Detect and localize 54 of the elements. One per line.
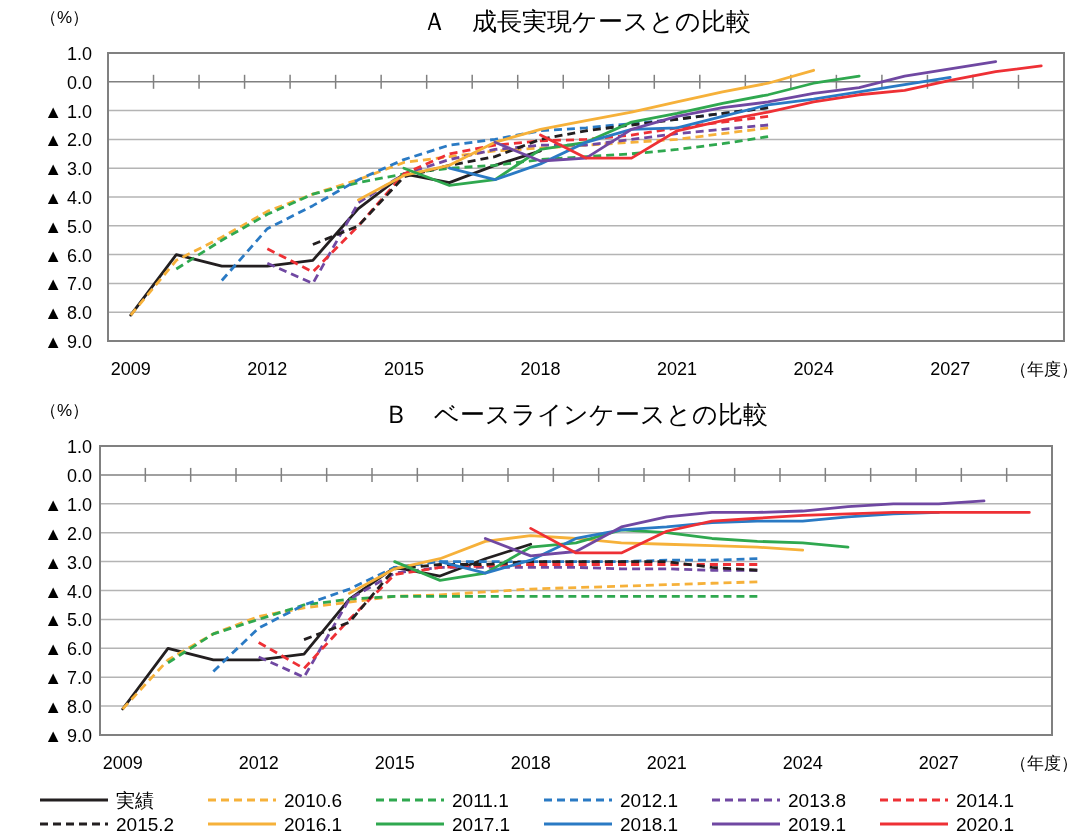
y-tick-label: ▲ 6.0	[44, 639, 92, 660]
legend-label: 2017.1	[452, 814, 511, 835]
legend-label: 2012.1	[620, 790, 679, 811]
legend-label: 2018.1	[620, 814, 679, 835]
x-tick-label: 2015	[383, 359, 424, 379]
y-tick-label: ▲ 3.0	[44, 552, 92, 573]
x-tick-label: 2021	[646, 753, 687, 773]
y-tick-label: ▲ 7.0	[44, 274, 92, 295]
y-tick-label: ▲ 4.0	[44, 581, 92, 602]
x-tick-label: 2027	[930, 359, 971, 379]
y-tick-label: ▲ 8.0	[44, 697, 92, 718]
y-tick-label: 1.0	[66, 437, 92, 457]
y-tick-label: ▲ 1.0	[44, 101, 92, 122]
x-tick-label: 2024	[782, 753, 823, 773]
legend-label: 2020.1	[956, 814, 1015, 835]
legend-label: 2013.8	[788, 790, 847, 811]
y-tick-label: ▲ 6.0	[44, 245, 92, 266]
x-tick-label: 2012	[247, 359, 288, 379]
x-tick-label: 2009	[102, 753, 143, 773]
y-tick-label: 0.0	[66, 465, 92, 486]
x-tick-label: 2009	[110, 359, 151, 379]
legend-label: 実績	[116, 790, 154, 811]
y-axis-title: （%）	[40, 401, 90, 420]
x-tick-label: 2015	[374, 753, 415, 773]
x-tick-label: 2012	[238, 753, 279, 773]
x-axis-title: （年度）	[1010, 360, 1078, 379]
y-tick-label: ▲ 5.0	[44, 216, 92, 237]
y-tick-label: 0.0	[66, 72, 92, 93]
y-tick-label: ▲ 1.0	[44, 494, 92, 515]
y-axis-title: （%）	[40, 8, 90, 27]
x-axis-title: （年度）	[1010, 754, 1078, 773]
y-tick-label: ▲ 2.0	[44, 523, 92, 544]
legend-label: 2016.1	[284, 814, 343, 835]
y-tick-label: ▲ 3.0	[44, 159, 92, 180]
y-tick-label: ▲ 4.0	[44, 188, 92, 208]
chart-title: Ａ 成長実現ケースとの比較	[421, 7, 751, 35]
y-tick-label: ▲ 2.0	[44, 130, 92, 151]
x-tick-label: 2027	[918, 753, 959, 773]
y-tick-label: ▲ 5.0	[44, 610, 92, 631]
y-tick-label: ▲ 9.0	[44, 726, 92, 746]
y-tick-label: ▲ 7.0	[44, 668, 92, 689]
x-tick-label: 2021	[657, 359, 698, 379]
legend-label: 2011.1	[452, 790, 509, 811]
legend-label: 2010.6	[284, 790, 343, 811]
y-tick-label: 1.0	[66, 44, 92, 64]
legend-label: 2014.1	[956, 790, 1015, 811]
legend-label: 2015.2	[116, 814, 175, 835]
chart-title: Ｂ ベースラインケースとの比較	[384, 400, 768, 428]
y-tick-label: ▲ 9.0	[44, 332, 92, 352]
y-tick-label: ▲ 8.0	[44, 303, 92, 324]
x-tick-label: 2024	[793, 359, 834, 379]
x-tick-label: 2018	[510, 753, 551, 773]
legend-label: 2019.1	[788, 814, 847, 835]
x-tick-label: 2018	[520, 359, 561, 379]
